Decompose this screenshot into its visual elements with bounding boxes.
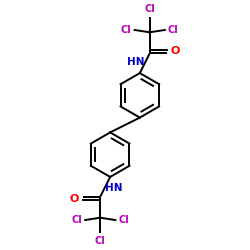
Text: Cl: Cl — [118, 215, 129, 225]
Text: O: O — [70, 194, 79, 204]
Text: HN: HN — [128, 57, 145, 67]
Text: Cl: Cl — [95, 236, 106, 246]
Text: Cl: Cl — [121, 25, 132, 35]
Text: Cl: Cl — [72, 215, 82, 225]
Text: Cl: Cl — [168, 25, 178, 35]
Text: HN: HN — [105, 183, 122, 193]
Text: Cl: Cl — [144, 4, 155, 15]
Text: O: O — [171, 46, 180, 56]
